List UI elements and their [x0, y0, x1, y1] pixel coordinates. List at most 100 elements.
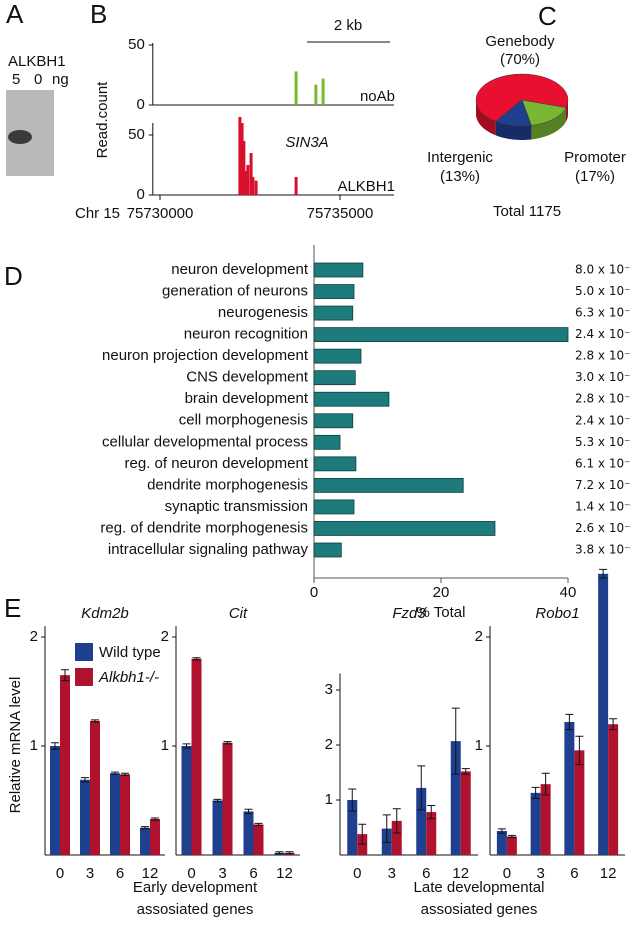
- legend-swatch: [75, 668, 93, 686]
- bar: [150, 819, 160, 855]
- legend-swatch: [75, 643, 93, 661]
- p-value: 7.2 x 10⁻⁵: [575, 478, 631, 492]
- y-tick-label: 0: [136, 186, 144, 203]
- error-bar: [348, 788, 357, 812]
- y-tick-label: 1: [30, 737, 38, 754]
- x-tick-label: 40: [560, 584, 577, 601]
- p-value: 5.0 x 10⁻⁷: [575, 284, 631, 298]
- p-value: 3.8 x 10⁻⁴: [575, 543, 631, 557]
- y-label: Relative mRNA level: [7, 677, 24, 814]
- y-tick-label: 2: [325, 736, 333, 753]
- bar: [460, 771, 471, 855]
- bar: [313, 456, 357, 472]
- y-tick-label: 3: [325, 681, 333, 698]
- x-tick-label: 12: [452, 865, 469, 882]
- p-value: 5.3 x 10⁻⁵: [575, 435, 631, 449]
- error-bar: [358, 823, 367, 845]
- bar: [191, 658, 202, 855]
- gel-lane: 5: [12, 71, 20, 88]
- gel-unit: ng: [52, 71, 69, 88]
- bar: [391, 820, 402, 855]
- bar: [313, 348, 362, 364]
- category-label: intracellular signaling pathway: [108, 541, 309, 558]
- category-label: reg. of dendrite morphogenesis: [100, 519, 308, 536]
- read-bar: [251, 177, 255, 195]
- pie-slice: [495, 99, 532, 127]
- error-bar: [565, 713, 574, 731]
- bar: [357, 834, 368, 855]
- x-tick-label: 3: [536, 865, 544, 882]
- error-bar: [81, 777, 89, 783]
- series-label: ALKBH1: [337, 178, 395, 195]
- scale-bar-label: 2 kb: [334, 17, 362, 34]
- chart-title: Robo1: [535, 605, 579, 622]
- bar: [564, 722, 575, 855]
- x-tick-label: 12: [600, 865, 617, 882]
- category-label: neuron development: [171, 261, 309, 278]
- category-label: neuron projection development: [102, 347, 309, 364]
- bar: [313, 391, 390, 407]
- bar: [253, 824, 264, 855]
- pie-side: [531, 107, 566, 140]
- p-value: 1.4 x 10⁻⁴: [575, 499, 631, 513]
- category-label: brain development: [185, 390, 309, 407]
- pie-slice: [521, 99, 567, 126]
- y-tick-label: 1: [161, 737, 169, 754]
- footnote: Total 1175: [493, 203, 561, 220]
- bar: [313, 370, 356, 386]
- error-bar: [507, 834, 516, 839]
- bar: [608, 724, 619, 855]
- p-value: 6.3 x 10⁻⁷: [575, 306, 631, 320]
- x-tick-label: 0: [56, 865, 64, 882]
- error-bar: [285, 851, 294, 855]
- read-bar: [314, 84, 318, 105]
- slice-value: (17%): [575, 168, 615, 185]
- category-label: generation of neurons: [162, 283, 308, 300]
- category-label: cell morphogenesis: [179, 412, 308, 429]
- error-bar: [111, 771, 119, 775]
- bar: [313, 327, 569, 343]
- bar: [60, 675, 70, 855]
- y-tick-label: 50: [128, 126, 145, 143]
- bar: [120, 774, 130, 855]
- x-tick-label: 0: [187, 865, 195, 882]
- category-label: synaptic transmission: [165, 498, 308, 515]
- error-bar: [61, 669, 69, 682]
- y-tick-label: 2: [30, 628, 38, 645]
- category-label: neuron recognition: [184, 326, 308, 343]
- error-bar: [599, 568, 608, 579]
- bar: [50, 746, 60, 855]
- error-bar: [609, 718, 618, 731]
- category-label: CNS development: [186, 369, 309, 386]
- slice-value: (70%): [500, 51, 540, 68]
- p-value: 6.1 x 10⁻⁵: [575, 456, 631, 470]
- pie-side: [476, 100, 496, 136]
- y-label: Read.count: [94, 81, 111, 159]
- bar: [140, 827, 150, 855]
- bar: [181, 746, 192, 855]
- bar: [80, 779, 90, 855]
- bar: [222, 742, 233, 855]
- bar: [313, 305, 354, 321]
- x-tick-label: 0: [353, 865, 361, 882]
- group-label: Early development: [133, 879, 258, 896]
- p-value: 2.8 x 10⁻⁶: [575, 349, 631, 363]
- slice-label: Promoter: [564, 149, 626, 166]
- error-bar: [427, 805, 436, 820]
- bar: [426, 812, 437, 855]
- category-label: neurogenesis: [218, 304, 308, 321]
- x-tick-label: 6: [116, 865, 124, 882]
- chart-title: Fzd3: [392, 605, 426, 622]
- bar: [90, 720, 100, 855]
- error-bar: [91, 719, 99, 723]
- error-bar: [531, 786, 540, 799]
- group-label: assosiated genes: [421, 901, 538, 918]
- error-bar: [141, 826, 149, 830]
- y-tick-label: 1: [325, 791, 333, 808]
- pie-slice: [475, 73, 569, 122]
- read-bar: [294, 177, 298, 195]
- bar: [496, 831, 507, 855]
- read-bar: [238, 117, 242, 195]
- panel-label: C: [538, 1, 557, 31]
